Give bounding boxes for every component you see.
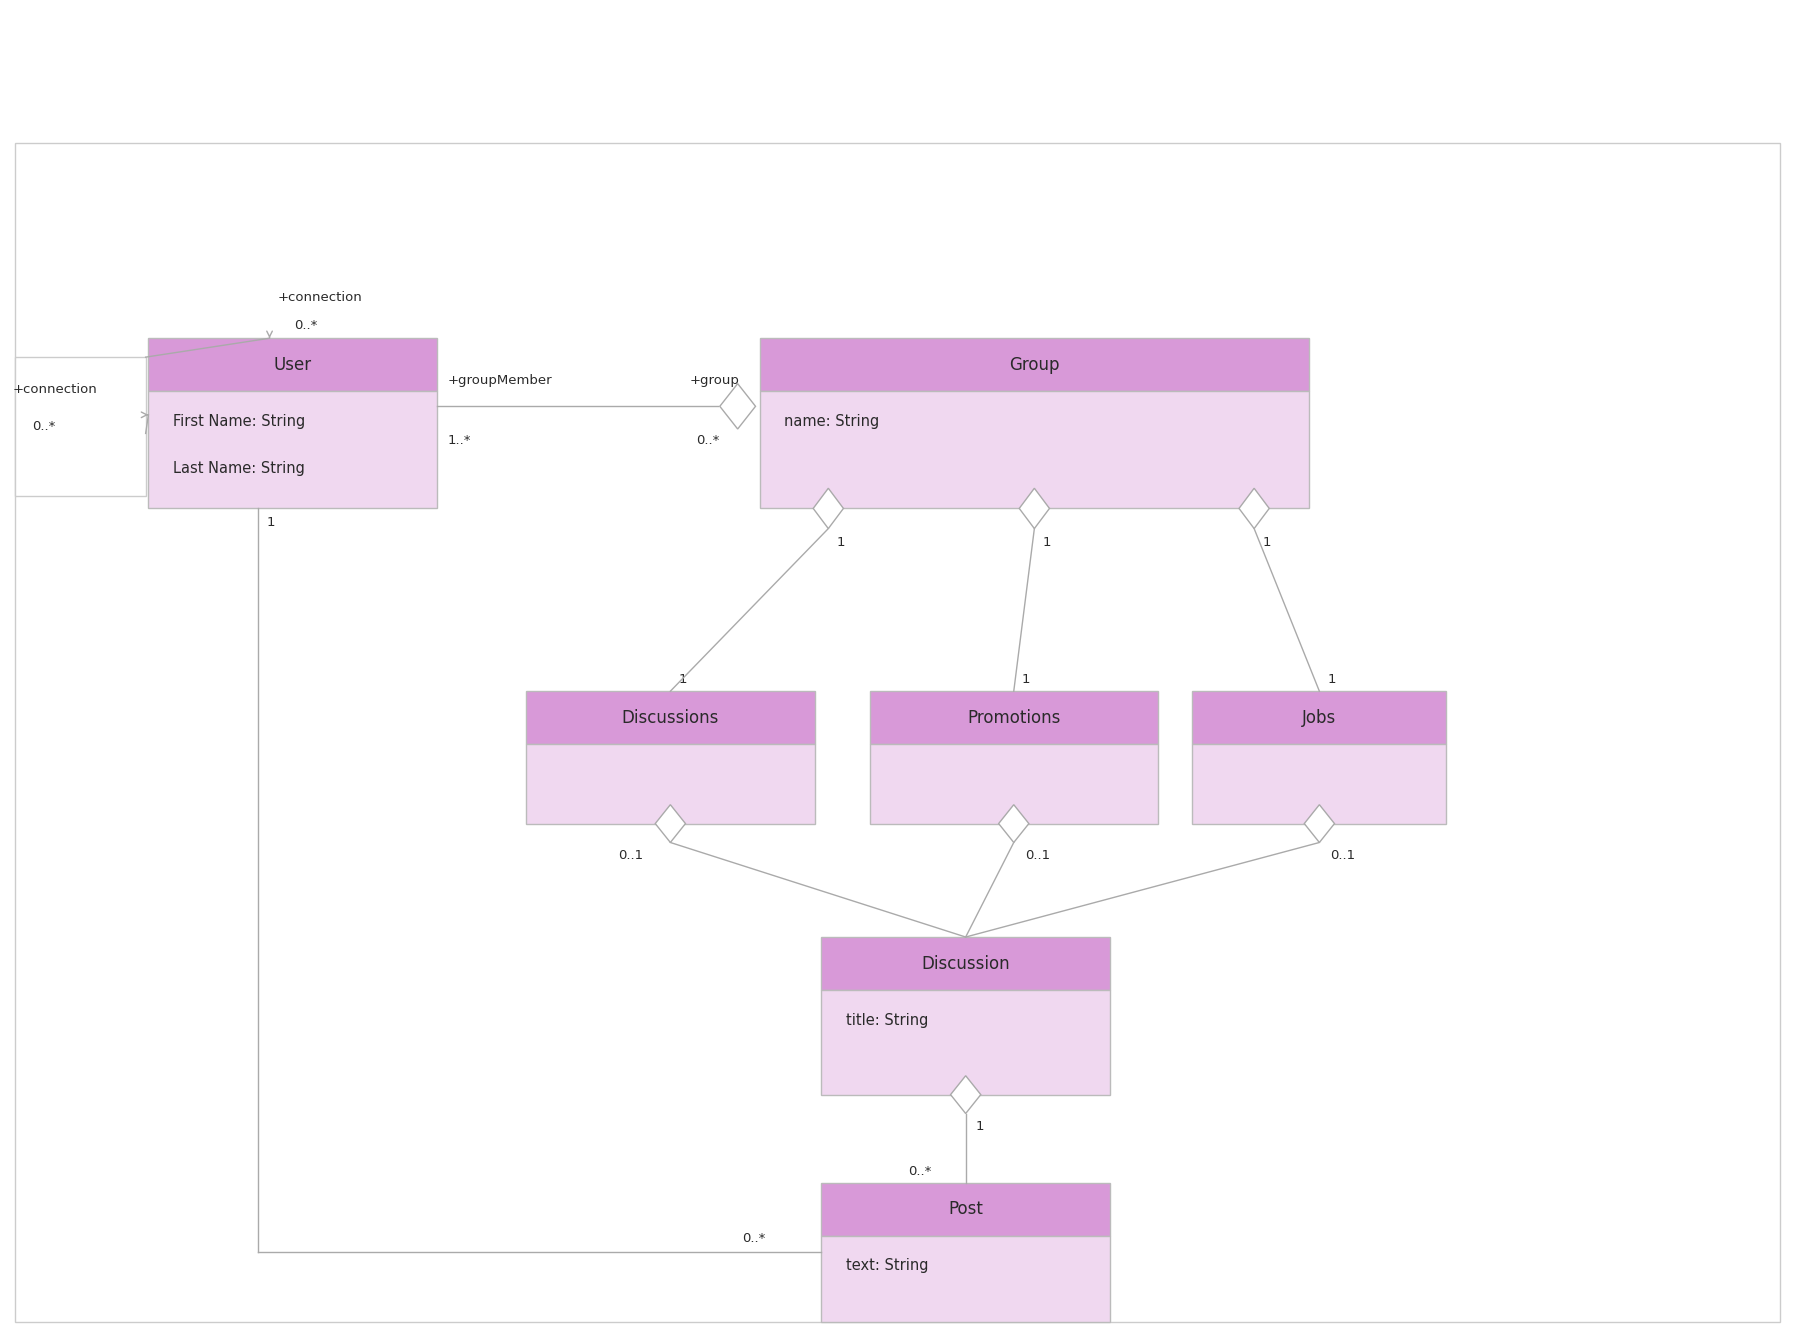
Bar [149, 392, 438, 509]
Bar [822, 1236, 1110, 1321]
Text: User: User [273, 356, 312, 374]
Text: Discussions: Discussions [623, 709, 719, 727]
Bar [822, 936, 1110, 990]
Text: 1: 1 [976, 1120, 983, 1132]
Polygon shape [655, 805, 685, 842]
Bar [14, 357, 145, 496]
Text: Post: Post [949, 1200, 983, 1219]
Bar [759, 392, 1310, 509]
Text: 0..1: 0..1 [1331, 848, 1356, 862]
Bar [1193, 745, 1446, 823]
Text: +connection: +connection [278, 292, 362, 305]
Text: text: String: text: String [847, 1259, 929, 1273]
Text: Jobs: Jobs [1302, 709, 1337, 727]
Bar [822, 990, 1110, 1095]
Text: title: String: title: String [847, 1012, 929, 1028]
Polygon shape [951, 1076, 981, 1114]
Bar [870, 745, 1157, 823]
Text: name: String: name: String [784, 414, 879, 429]
Text: 1: 1 [266, 515, 274, 529]
Text: 0..*: 0..* [32, 420, 56, 433]
Text: 1: 1 [1042, 537, 1051, 549]
Text: 1: 1 [836, 537, 845, 549]
Polygon shape [999, 805, 1030, 842]
Polygon shape [719, 384, 755, 429]
Text: 0..1: 0..1 [619, 848, 644, 862]
Text: 1: 1 [1328, 673, 1337, 686]
Polygon shape [813, 489, 843, 529]
Text: Last Name: String: Last Name: String [172, 461, 305, 476]
Bar [1193, 691, 1446, 745]
Bar [526, 691, 814, 745]
Text: 1: 1 [1023, 673, 1030, 686]
Text: 0..*: 0..* [696, 434, 719, 448]
Text: Group: Group [1008, 356, 1060, 374]
Polygon shape [1304, 805, 1335, 842]
Text: 0..1: 0..1 [1024, 848, 1049, 862]
Bar [822, 1183, 1110, 1236]
Text: +connection: +connection [13, 382, 97, 396]
Bar [870, 691, 1157, 745]
Polygon shape [1240, 489, 1268, 529]
Text: 0..*: 0..* [741, 1232, 766, 1244]
Bar [14, 143, 1780, 1321]
Text: 0..*: 0..* [908, 1164, 931, 1177]
Text: 1: 1 [1263, 537, 1270, 549]
Text: 0..*: 0..* [294, 320, 318, 332]
Bar [759, 338, 1310, 392]
Text: First Name: String: First Name: String [172, 414, 305, 429]
Text: Discussion: Discussion [922, 955, 1010, 972]
Text: 1..*: 1..* [448, 434, 472, 448]
Text: 1: 1 [678, 673, 687, 686]
Text: +groupMember: +groupMember [448, 374, 553, 388]
Bar [149, 338, 438, 392]
Bar [526, 745, 814, 823]
Text: Promotions: Promotions [967, 709, 1060, 727]
Text: +group: +group [689, 374, 739, 388]
Polygon shape [1019, 489, 1049, 529]
